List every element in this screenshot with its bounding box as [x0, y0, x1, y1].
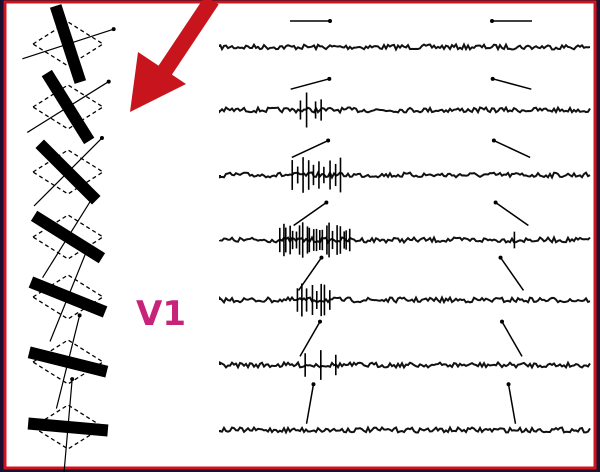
direction-arrow-tip [327, 77, 331, 81]
direction-arrow-tip [499, 256, 503, 260]
direction-arrow-tip [492, 139, 496, 143]
figure: V1 [0, 0, 600, 472]
page: V1 (() => { const data = JSON.parse(docu… [0, 0, 600, 472]
direction-arrow-tip [500, 320, 504, 324]
motion-tip [112, 27, 116, 31]
motion-tip [100, 136, 104, 140]
motion-tip [84, 250, 88, 254]
motion-tip [91, 194, 95, 198]
direction-arrow-tip [507, 382, 511, 386]
direction-arrow-tip [491, 77, 495, 81]
direction-arrow-tip [328, 19, 332, 23]
direction-arrow-tip [324, 201, 328, 205]
direction-arrow-tip [319, 256, 323, 260]
motion-tip [70, 377, 74, 381]
motion-tip [107, 80, 111, 84]
direction-arrow-tip [326, 139, 330, 143]
direction-arrow-tip [490, 19, 494, 23]
direction-arrow-tip [311, 382, 315, 386]
motion-tip [78, 313, 82, 317]
direction-arrow-tip [318, 320, 322, 324]
direction-arrow-tip [494, 201, 498, 205]
area-label: V1 [136, 294, 186, 334]
